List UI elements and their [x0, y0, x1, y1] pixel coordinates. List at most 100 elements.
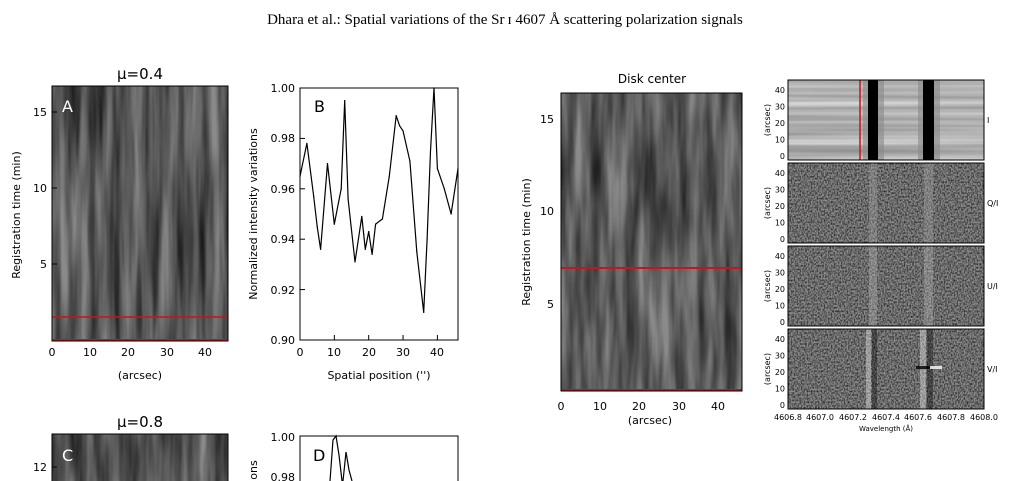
- stokes-u-ylabel: (arcsec): [763, 270, 772, 302]
- stokes-i-image: [787, 79, 985, 161]
- panel-b-xlabel: Spatial position (''): [327, 369, 430, 382]
- panel-b-xtick: 10: [327, 346, 341, 359]
- panel-b-xtick: 30: [396, 346, 410, 359]
- panel-a-xtick: 30: [160, 346, 174, 359]
- intensity-point: [457, 168, 459, 170]
- panel-c-ytick: 12: [33, 461, 47, 474]
- panel-a-ytick: 15: [33, 106, 47, 119]
- intensity-point: [388, 175, 390, 177]
- disk-yticks: 5 10 15: [540, 113, 554, 311]
- panel-a-ytick: 5: [40, 258, 47, 271]
- intensity-point: [368, 231, 370, 233]
- disk-xtick: 30: [672, 400, 686, 413]
- intensity-point: [409, 160, 411, 162]
- panel-a-letter: A: [62, 97, 73, 116]
- panel-b-ylabel: Normalized intensity variations: [247, 128, 260, 300]
- disk-ytick: 15: [540, 113, 554, 126]
- stokes-ytick: 30: [775, 269, 785, 278]
- intensity-point: [364, 248, 366, 250]
- panel-b-letter: B: [314, 97, 325, 116]
- stokes-ytick: 30: [775, 352, 785, 361]
- stokes-xtick: 4607.6: [904, 413, 932, 422]
- stokes-ytick: 40: [775, 335, 785, 344]
- stokes-v-image: [787, 328, 985, 410]
- disk-xlabel: (arcsec): [628, 414, 672, 427]
- stokes-ytick: 20: [775, 202, 785, 211]
- stokes-yticks: 0 10 20 30 40 0 10 20 30 40 0 10 20 30 40 0 10 20 30 40: [775, 86, 785, 410]
- stokes-ytick: 20: [775, 285, 785, 294]
- stokes-ytick: 0: [780, 401, 785, 410]
- panel-b-series: [299, 87, 459, 313]
- panel-b-xtick: 20: [362, 346, 376, 359]
- stokes-v-label: V/I: [987, 365, 998, 374]
- intensity-point: [320, 248, 322, 250]
- panel-b-yticks: 0.90 0.92 0.94 0.96 0.98 1.00: [271, 82, 296, 347]
- panel-d-ytick: 0.98: [271, 471, 296, 481]
- intensity-point: [333, 223, 335, 225]
- panel-a-xlabel: (arcsec): [118, 369, 162, 382]
- disk-xticks: 0 10 20 30 40: [558, 400, 726, 413]
- intensity-point: [381, 218, 383, 220]
- panel-a-xtick: 20: [121, 346, 135, 359]
- stokes-xtick: 4608.0: [970, 413, 998, 422]
- panel-d-ylabel: ons: [247, 460, 260, 480]
- intensity-point: [326, 163, 329, 165]
- panel-b-ytick: 0.96: [271, 183, 296, 196]
- disk-ytick: 5: [547, 298, 554, 311]
- panel-b-ytick: 0.90: [271, 334, 296, 347]
- panel-b-ytick: 1.00: [271, 82, 296, 95]
- stokes-ytick: 30: [775, 186, 785, 195]
- panel-a-yticks: 5 10 15: [33, 106, 57, 271]
- panel-d-series: [329, 434, 353, 481]
- intensity-point: [416, 251, 418, 253]
- panel-b-xtick: 40: [430, 346, 444, 359]
- intensity-point: [361, 215, 363, 218]
- stokes-ytick: 10: [775, 219, 785, 228]
- stokes-xtick: 4607.4: [872, 413, 900, 422]
- stokes-i-label: I: [987, 116, 989, 125]
- intensity-point: [436, 168, 438, 170]
- stokes-v-ylabel: (arcsec): [763, 353, 772, 385]
- intensity-point: [347, 198, 349, 200]
- stokes-ytick: 20: [775, 119, 785, 128]
- panel-d-frame: [299, 435, 459, 481]
- intensity-point: [433, 87, 435, 89]
- panel-a-image: [51, 85, 229, 342]
- disk-ylabel: Registration time (min): [520, 178, 533, 306]
- stokes-xtick: 4607.0: [806, 413, 834, 422]
- intensity-point: [371, 253, 373, 255]
- panel-b-ytick: 0.92: [271, 284, 296, 297]
- panel-b-tick-marks: [299, 87, 438, 341]
- intensity-point: [375, 223, 377, 225]
- intensity-point: [344, 100, 346, 102]
- stokes-u-image: [787, 245, 985, 327]
- intensity-point: [450, 213, 452, 215]
- panel-a-xtick: 10: [83, 346, 97, 359]
- disk-center-image: [560, 92, 743, 392]
- intensity-point: [316, 226, 318, 228]
- stokes-q-image: [787, 162, 985, 244]
- disk-xtick: 0: [558, 400, 565, 413]
- disk-xtick: 20: [632, 400, 646, 413]
- panel-b-ytick: 0.98: [271, 132, 296, 145]
- intensity-point: [395, 115, 397, 117]
- stokes-ytick: 20: [775, 368, 785, 377]
- intensity-point: [299, 175, 301, 177]
- stokes-xticks: 4606.8 4607.0 4607.2 4607.4 4607.6 4607.…: [774, 413, 998, 422]
- stokes-ytick: 0: [780, 235, 785, 244]
- intensity-point: [423, 311, 425, 313]
- intensity-point: [443, 188, 445, 190]
- intensity-point: [429, 150, 432, 152]
- stokes-i-ylabel: (arcsec): [763, 104, 772, 136]
- panel-c-letter: C: [62, 446, 73, 465]
- intensity-point: [340, 188, 342, 190]
- panel-d-ytick: 1.00: [271, 431, 296, 444]
- panel-b-xticks: 0 10 20 30 40: [297, 346, 445, 359]
- intensity-point: [399, 125, 401, 127]
- panel-a-xtick: 0: [49, 346, 56, 359]
- stokes-ytick: 10: [775, 385, 785, 394]
- panel-a-ylabel: Registration time (min): [10, 151, 23, 279]
- stokes-ytick: 0: [780, 152, 785, 161]
- stokes-ytick: 0: [780, 318, 785, 327]
- stokes-ytick: 40: [775, 86, 785, 95]
